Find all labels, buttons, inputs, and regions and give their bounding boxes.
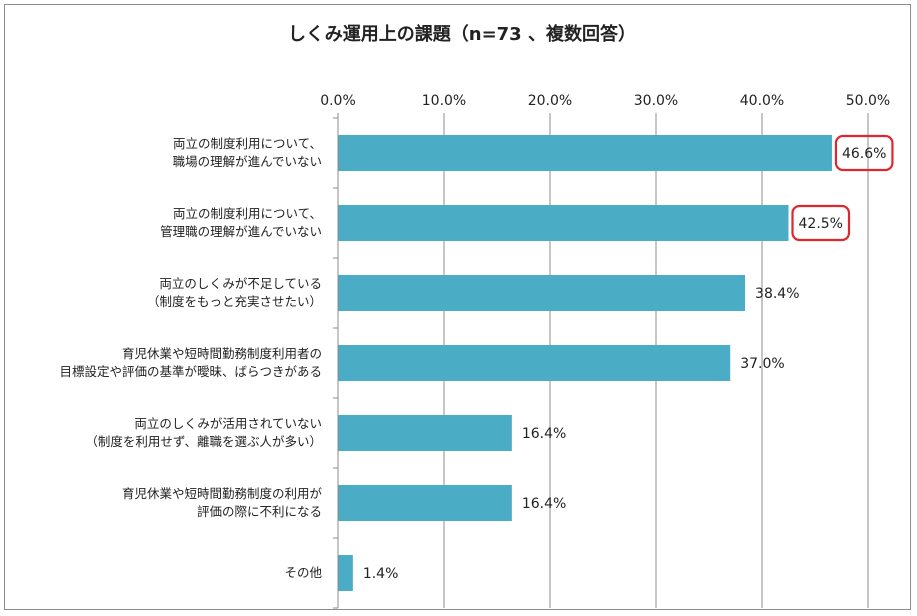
value-label: 16.4% <box>522 426 566 442</box>
category-label: 両立の制度利用について、 <box>173 136 322 151</box>
chart-frame <box>4 4 911 610</box>
tick-label: 40.0% <box>740 93 784 109</box>
axis <box>333 113 869 609</box>
category-label: 両立のしくみが活用されていない <box>134 416 322 431</box>
value-label: 1.4% <box>363 566 399 582</box>
bars <box>338 135 832 591</box>
tick-label: 50.0% <box>846 93 890 109</box>
category-label: 管理職の理解が進んでいない <box>160 224 322 239</box>
bar <box>338 485 512 521</box>
category-label: 両立のしくみが不足している <box>159 276 322 291</box>
tick-label: 0.0% <box>320 93 356 109</box>
category-label: その他 <box>284 565 322 580</box>
bar <box>338 205 789 241</box>
value-label: 16.4% <box>522 496 566 512</box>
bar <box>338 345 731 381</box>
tick-label: 10.0% <box>422 93 466 109</box>
highlight-box <box>834 134 894 172</box>
value-label: 46.6% <box>842 146 886 162</box>
bar <box>338 135 832 171</box>
category-label: 目標設定や評価の基準が曖昧、ばらつきがある <box>59 364 322 379</box>
category-label: （制度をもっと充実させたい） <box>147 294 322 309</box>
labels: 0.0% 10.0% 20.0% 30.0% 40.0% 50.0% 46.6% 両立の制度利… <box>59 93 894 582</box>
tick-label: 20.0% <box>528 93 572 109</box>
value-label: 38.4% <box>755 286 799 302</box>
category-label: 評価の際に不利になる <box>197 504 322 519</box>
bar <box>338 415 512 451</box>
category-label: （制度を利用せず、離職を選ぶ人が多い） <box>85 434 322 449</box>
tick-label: 30.0% <box>634 93 678 109</box>
value-label: 37.0% <box>740 356 784 372</box>
category-label: 両立の制度利用について、 <box>173 206 322 221</box>
chart-title: しくみ運用上の課題（n=73 、複数回答） <box>288 23 636 45</box>
value-label: 42.5% <box>799 216 843 232</box>
highlight-box <box>791 204 851 242</box>
category-label: 育児休業や短時間勤務制度の利用が <box>122 486 323 501</box>
category-label: 育児休業や短時間勤務制度利用者の <box>122 346 322 361</box>
category-label: 職場の理解が進んでいない <box>173 154 322 169</box>
bar <box>338 555 353 591</box>
bar <box>338 275 746 311</box>
